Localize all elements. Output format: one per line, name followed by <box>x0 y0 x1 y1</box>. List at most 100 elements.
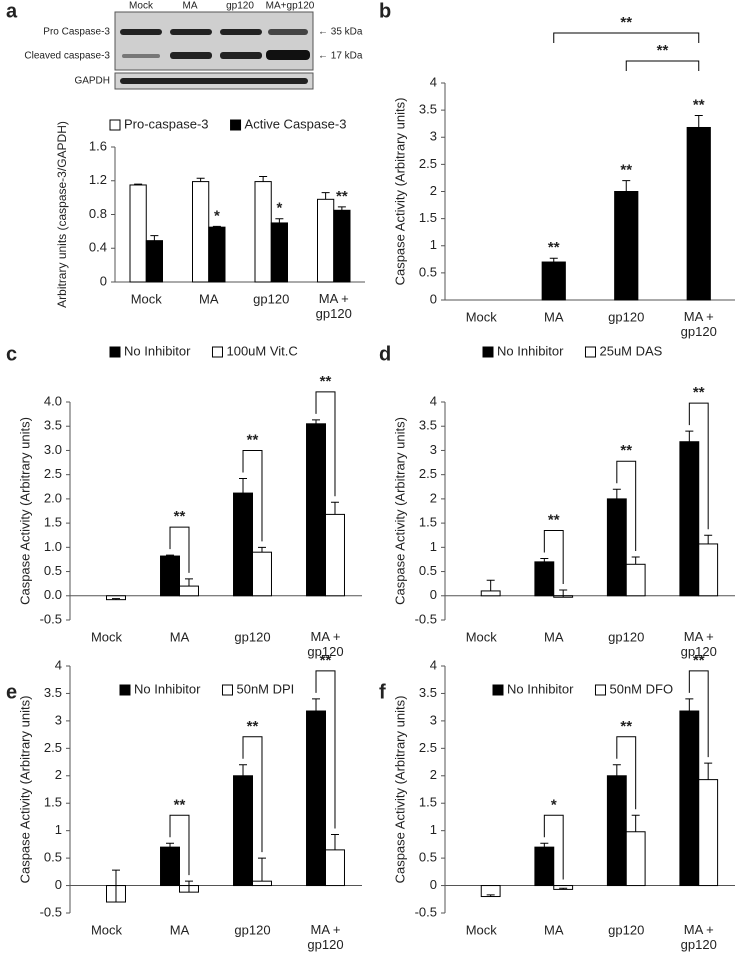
x-tick-label: MA <box>199 291 219 306</box>
band <box>170 29 212 35</box>
x-tick-label: MA <box>170 922 190 937</box>
y-tick-label: 0 <box>430 587 437 602</box>
error-bar <box>486 579 495 591</box>
y-tick-label: 2 <box>55 767 62 782</box>
y-tick-label: 3 <box>430 712 437 727</box>
bar <box>160 555 181 597</box>
x-tick-label: MA <box>544 309 564 324</box>
bracket-label: ** <box>320 373 332 390</box>
y-tick-label: 0.5 <box>44 850 62 865</box>
lane-label: MA <box>183 1 198 12</box>
error-bar <box>704 534 713 544</box>
y-tick-label: -0.5 <box>415 611 437 626</box>
bracket-label: * <box>551 796 557 813</box>
y-tick-label: -0.5 <box>40 904 62 919</box>
legend-label: Pro-caspase-3 <box>124 116 209 131</box>
y-axis-label: Caspase Activity (Arbitrary units) <box>17 417 32 605</box>
x-tick-label: MA + gp120 <box>307 629 343 659</box>
row-label: Cleaved caspase-3 <box>24 51 110 62</box>
y-tick-label: 4 <box>55 657 62 672</box>
y-tick-label: 1 <box>430 237 437 252</box>
error-bar <box>330 501 339 515</box>
bracket-label: ** <box>174 796 186 813</box>
bracket <box>169 526 190 573</box>
y-tick-label: 3.0 <box>44 442 62 457</box>
error-bar <box>622 180 631 192</box>
y-tick-label: 1.5 <box>44 795 62 810</box>
band <box>120 29 162 35</box>
bar <box>317 198 335 283</box>
x-tick-label: Mock <box>91 922 123 937</box>
bar <box>614 191 639 301</box>
y-tick-label: 2.5 <box>419 466 437 481</box>
error-bar <box>631 556 640 565</box>
bar <box>333 209 351 283</box>
bar <box>480 590 501 597</box>
error-bar <box>540 557 549 562</box>
y-tick-label: 1 <box>430 539 437 554</box>
bracket <box>169 814 190 876</box>
x-tick-label: gp120 <box>234 629 270 644</box>
x-tick-label: MA <box>544 629 564 644</box>
y-tick-label: 4 <box>430 393 437 408</box>
bar <box>698 543 719 597</box>
y-tick-label: 2.5 <box>44 740 62 755</box>
error-bar <box>559 887 568 890</box>
y-tick-label: 2.5 <box>419 156 437 171</box>
x-tick-label: Mock <box>466 629 498 644</box>
significance-label: ** <box>620 162 632 179</box>
legend-swatch <box>594 684 606 696</box>
bar <box>606 775 627 887</box>
band <box>120 78 308 84</box>
bracket-label: ** <box>174 508 186 525</box>
x-tick-label: Mock <box>91 629 123 644</box>
bracket-label: ** <box>693 384 705 401</box>
error-bar <box>704 762 713 780</box>
chart: c -0.5 0.0 0.5 1.0 1.5 2.0 2.5 3.0 3.5 4.0 Caspase … <box>6 343 362 659</box>
chart: b 0 0.5 1 1.5 2 2.5 3 3.5 4 Caspase Activity (Arbi… <box>379 0 735 339</box>
bracket-label: ** <box>620 442 632 459</box>
legend-label: 50nM DPI <box>236 681 294 696</box>
error-bar <box>694 115 703 128</box>
y-tick-label: 1.5 <box>44 515 62 530</box>
y-tick-label: 3 <box>430 442 437 457</box>
y-tick-label: 3 <box>55 712 62 727</box>
legend-swatch <box>109 119 121 131</box>
bracket <box>242 450 263 542</box>
marker-label: ← 35 kDa <box>318 27 363 38</box>
x-tick-label: MA + gp120 <box>681 922 717 952</box>
y-tick-label: 4.0 <box>44 393 62 408</box>
y-tick-label: 0.5 <box>419 850 437 865</box>
bracket <box>616 460 637 552</box>
x-tick-label: gp120 <box>608 629 644 644</box>
panel-letter: a <box>6 0 18 22</box>
error-bar <box>184 880 193 893</box>
y-axis-label: Caspase Activity (Arbitrary units) <box>392 98 407 286</box>
legend-swatch <box>211 346 223 358</box>
band <box>266 50 310 60</box>
error-bar <box>212 225 221 228</box>
bar <box>686 126 711 301</box>
y-tick-label: 1 <box>55 822 62 837</box>
legend-label: 25uM DAS <box>599 343 662 358</box>
bar <box>698 779 719 887</box>
bracket <box>688 670 709 758</box>
y-tick-label: 1.2 <box>89 172 107 187</box>
row-label: GAPDH <box>74 76 110 87</box>
error-bar <box>239 478 248 494</box>
bracket <box>616 736 637 810</box>
legend-swatch <box>482 346 494 358</box>
significance-label: ** <box>336 188 348 205</box>
legend-label: 100uM Vit.C <box>226 343 297 358</box>
bar <box>129 184 147 283</box>
bracket-label: ** <box>247 718 259 735</box>
x-tick-label: Mock <box>466 309 498 324</box>
legend-label: No Inhibitor <box>124 343 191 358</box>
y-tick-label: 4 <box>430 657 437 672</box>
error-bar <box>540 842 549 848</box>
legend-label: 50nM DFO <box>609 681 673 696</box>
y-tick-label: 3.5 <box>419 685 437 700</box>
y-axis-label: Caspase Activity (Arbitrary units) <box>392 696 407 884</box>
x-tick-label: gp120 <box>253 291 289 306</box>
bracket <box>242 736 263 853</box>
